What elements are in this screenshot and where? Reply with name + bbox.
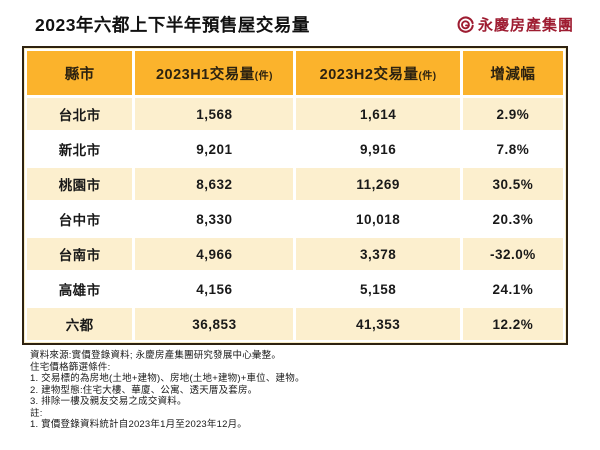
table-frame: 縣市 2023H1交易量(件) 2023H2交易量(件) 增減幅 台北市 1,56… (22, 46, 568, 345)
page-title: 2023年六都上下半年預售屋交易量 (35, 14, 310, 35)
change-cell: 7.8% (462, 133, 563, 165)
brand-logo-text: 永慶房產集團 (477, 16, 574, 34)
table-body: 台北市 1,568 1,614 2.9% 新北市 9,201 9,916 7.8% 桃園市 8,6… (27, 98, 563, 340)
footnote-line: 1. 實價登錄資料統計自2023年1月至2023年12月。 (30, 419, 247, 430)
header-bar: 2023年六都上下半年預售屋交易量 永慶房產集團 (35, 8, 574, 40)
city-cell: 高雄市 (27, 273, 133, 305)
h2-volume-cell: 11,269 (296, 168, 460, 200)
h1-volume-cell: 9,201 (135, 133, 294, 165)
h1-volume-cell: 36,853 (135, 308, 294, 340)
table-row: 桃園市 8,632 11,269 30.5% (27, 168, 563, 200)
change-cell: 30.5% (462, 168, 563, 200)
brand-logo: 永慶房產集團 (456, 14, 574, 35)
h2-volume-cell: 3,378 (296, 238, 460, 270)
col-header-2023h1: 2023H1交易量(件) (135, 51, 294, 95)
h2-volume-cell: 10,018 (296, 203, 460, 235)
h1-volume-cell: 8,330 (135, 203, 294, 235)
h2-volume-cell: 1,614 (296, 98, 460, 130)
footnote-line: 2. 建物型態:住宅大樓、華廈、公寓、透天厝及套房。 (30, 384, 258, 396)
footnote-line: 1. 交易標的為房地(土地+建物)、房地(土地+建物)+車位、建物。 (30, 373, 305, 384)
spiral-g-ring-icon (456, 15, 475, 34)
h1-volume-cell: 1,568 (135, 98, 294, 130)
col-header-city: 縣市 (27, 51, 133, 95)
table-row: 六都 36,853 41,353 12.2% (27, 308, 563, 340)
footnote-line: 住宅價格篩選條件: (30, 361, 111, 373)
table-row: 台南市 4,966 3,378 -32.0% (27, 238, 563, 270)
h2-volume-cell: 5,158 (296, 273, 460, 305)
footnote-line: 資料來源:實價登錄資料; 永慶房產集團研究發展中心彙整。 (30, 350, 282, 361)
city-cell: 台南市 (27, 238, 133, 270)
city-cell: 台北市 (27, 98, 133, 130)
city-cell: 六都 (27, 308, 133, 340)
footnote-line: 3. 排除一樓及親友交易之成交資料。 (30, 396, 187, 407)
table-row: 台中市 8,330 10,018 20.3% (27, 203, 563, 235)
change-cell: 2.9% (462, 98, 563, 130)
table-row: 新北市 9,201 9,916 7.8% (27, 133, 563, 165)
table-row: 高雄市 4,156 5,158 24.1% (27, 273, 563, 305)
transactions-table: 縣市 2023H1交易量(件) 2023H2交易量(件) 增減幅 台北市 1,56… (24, 48, 566, 343)
change-cell: 20.3% (462, 203, 563, 235)
table-row: 台北市 1,568 1,614 2.9% (27, 98, 563, 130)
footnotes: 資料來源:實價登錄資料; 永慶房產集團研究發展中心彙整。 住宅價格篩選條件: 1. … (30, 350, 580, 431)
h1-volume-cell: 8,632 (135, 168, 294, 200)
col-header-change: 增減幅 (462, 51, 563, 95)
city-cell: 台中市 (27, 203, 133, 235)
change-cell: -32.0% (462, 238, 563, 270)
h2-volume-cell: 41,353 (296, 308, 460, 340)
table-header-row: 縣市 2023H1交易量(件) 2023H2交易量(件) 增減幅 (27, 51, 563, 95)
city-cell: 新北市 (27, 133, 133, 165)
change-cell: 12.2% (462, 308, 563, 340)
h1-volume-cell: 4,966 (135, 238, 294, 270)
col-header-2023h2: 2023H2交易量(件) (296, 51, 460, 95)
change-cell: 24.1% (462, 273, 563, 305)
h1-volume-cell: 4,156 (135, 273, 294, 305)
footnote-line: 註: (30, 407, 43, 419)
h2-volume-cell: 9,916 (296, 133, 460, 165)
city-cell: 桃園市 (27, 168, 133, 200)
